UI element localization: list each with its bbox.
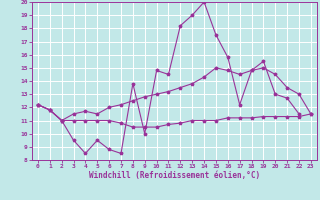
X-axis label: Windchill (Refroidissement éolien,°C): Windchill (Refroidissement éolien,°C) — [89, 171, 260, 180]
